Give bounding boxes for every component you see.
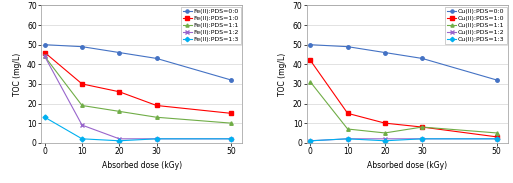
Fe(II):PDS=0:0: [79, 46, 85, 48]
Cu(II):PDS=1:3: [307, 140, 313, 142]
Cu(II):PDS=1:1: [494, 132, 500, 134]
Cu(II):PDS=0:0: [494, 79, 500, 81]
Cu(II):PDS=1:0: [307, 59, 313, 61]
Cu(II):PDS=1:1: [345, 128, 351, 130]
Line: Cu(II):PDS=1:3: Cu(II):PDS=1:3: [309, 137, 499, 143]
Cu(II):PDS=1:2: [419, 138, 425, 140]
Fe(II):PDS=1:2: [116, 138, 123, 140]
Cu(II):PDS=0:0: [307, 44, 313, 46]
Fe(II):PDS=1:3: [79, 138, 85, 140]
Cu(II):PDS=0:0: [345, 46, 351, 48]
Cu(II):PDS=0:0: [382, 51, 388, 54]
Cu(II):PDS=1:3: [419, 138, 425, 140]
Line: Cu(II):PDS=1:2: Cu(II):PDS=1:2: [309, 137, 499, 143]
Fe(II):PDS=1:1: [153, 116, 160, 118]
Fe(II):PDS=1:2: [153, 138, 160, 140]
Cu(II):PDS=1:2: [494, 138, 500, 140]
Line: Fe(II):PDS=0:0: Fe(II):PDS=0:0: [43, 43, 233, 82]
Cu(II):PDS=1:3: [494, 138, 500, 140]
Fe(II):PDS=1:3: [228, 138, 234, 140]
Cu(II):PDS=1:0: [419, 126, 425, 128]
Fe(II):PDS=1:1: [42, 55, 48, 58]
Fe(II):PDS=1:0: [228, 112, 234, 114]
Y-axis label: TOC (mg/L): TOC (mg/L): [278, 53, 287, 96]
Line: Fe(II):PDS=1:3: Fe(II):PDS=1:3: [43, 115, 233, 143]
Line: Fe(II):PDS=1:0: Fe(II):PDS=1:0: [43, 51, 233, 115]
Fe(II):PDS=1:0: [79, 83, 85, 85]
Line: Cu(II):PDS=0:0: Cu(II):PDS=0:0: [309, 43, 499, 82]
Fe(II):PDS=0:0: [116, 51, 123, 54]
Cu(II):PDS=1:1: [382, 132, 388, 134]
Line: Cu(II):PDS=1:1: Cu(II):PDS=1:1: [309, 80, 499, 135]
Fe(II):PDS=1:2: [79, 124, 85, 126]
Fe(II):PDS=1:3: [153, 138, 160, 140]
Line: Fe(II):PDS=1:2: Fe(II):PDS=1:2: [43, 55, 233, 141]
Cu(II):PDS=1:0: [382, 122, 388, 124]
Legend: Cu(II):PDS=0:0, Cu(II):PDS=1:0, Cu(II):PDS=1:1, Cu(II):PDS=1:2, Cu(II):PDS=1:3: Cu(II):PDS=0:0, Cu(II):PDS=1:0, Cu(II):P…: [445, 7, 507, 44]
Cu(II):PDS=1:0: [494, 136, 500, 138]
Cu(II):PDS=1:2: [382, 138, 388, 140]
Fe(II):PDS=0:0: [228, 79, 234, 81]
Cu(II):PDS=1:3: [382, 140, 388, 142]
Fe(II):PDS=1:1: [79, 104, 85, 107]
Fe(II):PDS=1:2: [42, 55, 48, 58]
Fe(II):PDS=1:0: [42, 51, 48, 54]
Fe(II):PDS=1:0: [153, 104, 160, 107]
Fe(II):PDS=1:3: [42, 116, 48, 118]
Fe(II):PDS=1:2: [228, 138, 234, 140]
X-axis label: Absorbed dose (kGy): Absorbed dose (kGy): [367, 161, 447, 170]
Cu(II):PDS=1:2: [307, 140, 313, 142]
X-axis label: Absorbed dose (kGy): Absorbed dose (kGy): [102, 161, 182, 170]
Cu(II):PDS=1:1: [307, 81, 313, 83]
Cu(II):PDS=1:0: [345, 112, 351, 114]
Cu(II):PDS=1:1: [419, 126, 425, 128]
Fe(II):PDS=1:3: [116, 140, 123, 142]
Cu(II):PDS=1:2: [345, 138, 351, 140]
Y-axis label: TOC (mg/L): TOC (mg/L): [12, 53, 22, 96]
Cu(II):PDS=1:3: [345, 138, 351, 140]
Fe(II):PDS=1:1: [228, 122, 234, 124]
Fe(II):PDS=1:0: [116, 91, 123, 93]
Fe(II):PDS=0:0: [42, 44, 48, 46]
Fe(II):PDS=0:0: [153, 57, 160, 59]
Cu(II):PDS=0:0: [419, 57, 425, 59]
Line: Fe(II):PDS=1:1: Fe(II):PDS=1:1: [43, 55, 233, 125]
Fe(II):PDS=1:1: [116, 110, 123, 113]
Legend: Fe(II):PDS=0:0, Fe(II):PDS=1:0, Fe(II):PDS=1:1, Fe(II):PDS=1:2, Fe(II):PDS=1:3: Fe(II):PDS=0:0, Fe(II):PDS=1:0, Fe(II):P…: [181, 7, 241, 44]
Line: Cu(II):PDS=1:0: Cu(II):PDS=1:0: [309, 59, 499, 139]
